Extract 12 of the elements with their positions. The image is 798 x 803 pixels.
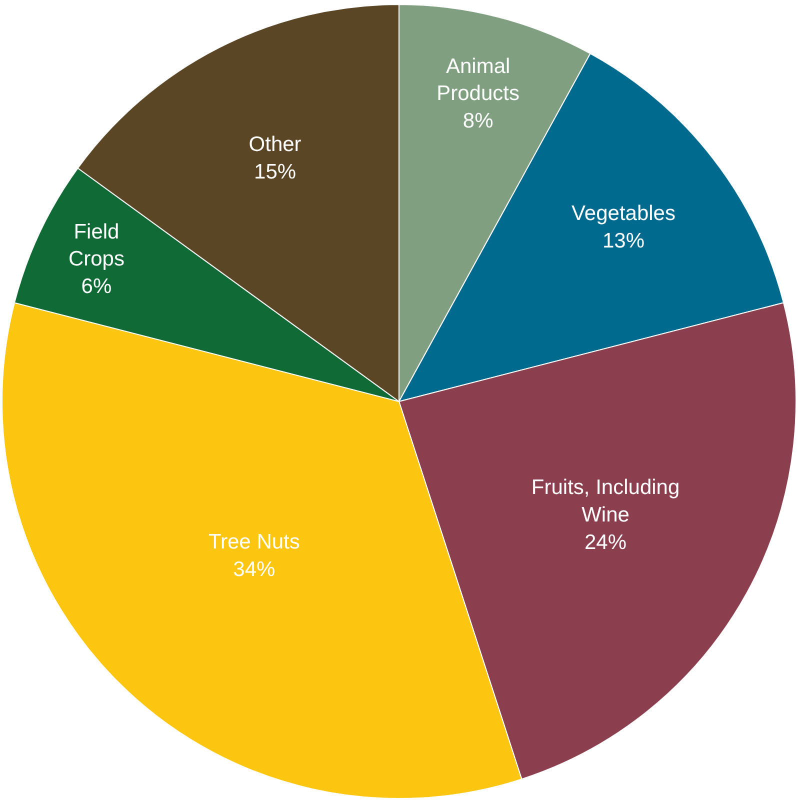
data-label: 15% xyxy=(254,160,296,184)
slice-label: Vegetables xyxy=(572,202,676,226)
data-label: 34% xyxy=(233,558,276,581)
data-label: 6% xyxy=(81,274,112,298)
data-label: 24% xyxy=(584,530,627,554)
slice-label: Tree Nuts xyxy=(208,530,300,554)
slice-label: Field Crops xyxy=(68,220,124,271)
slice-label: Animal Products xyxy=(436,54,520,106)
data-label: 13% xyxy=(602,229,645,252)
slice-label: Other xyxy=(248,133,302,156)
slice-label: Fruits, Including Wine xyxy=(531,476,680,527)
data-label: 8% xyxy=(462,109,494,132)
